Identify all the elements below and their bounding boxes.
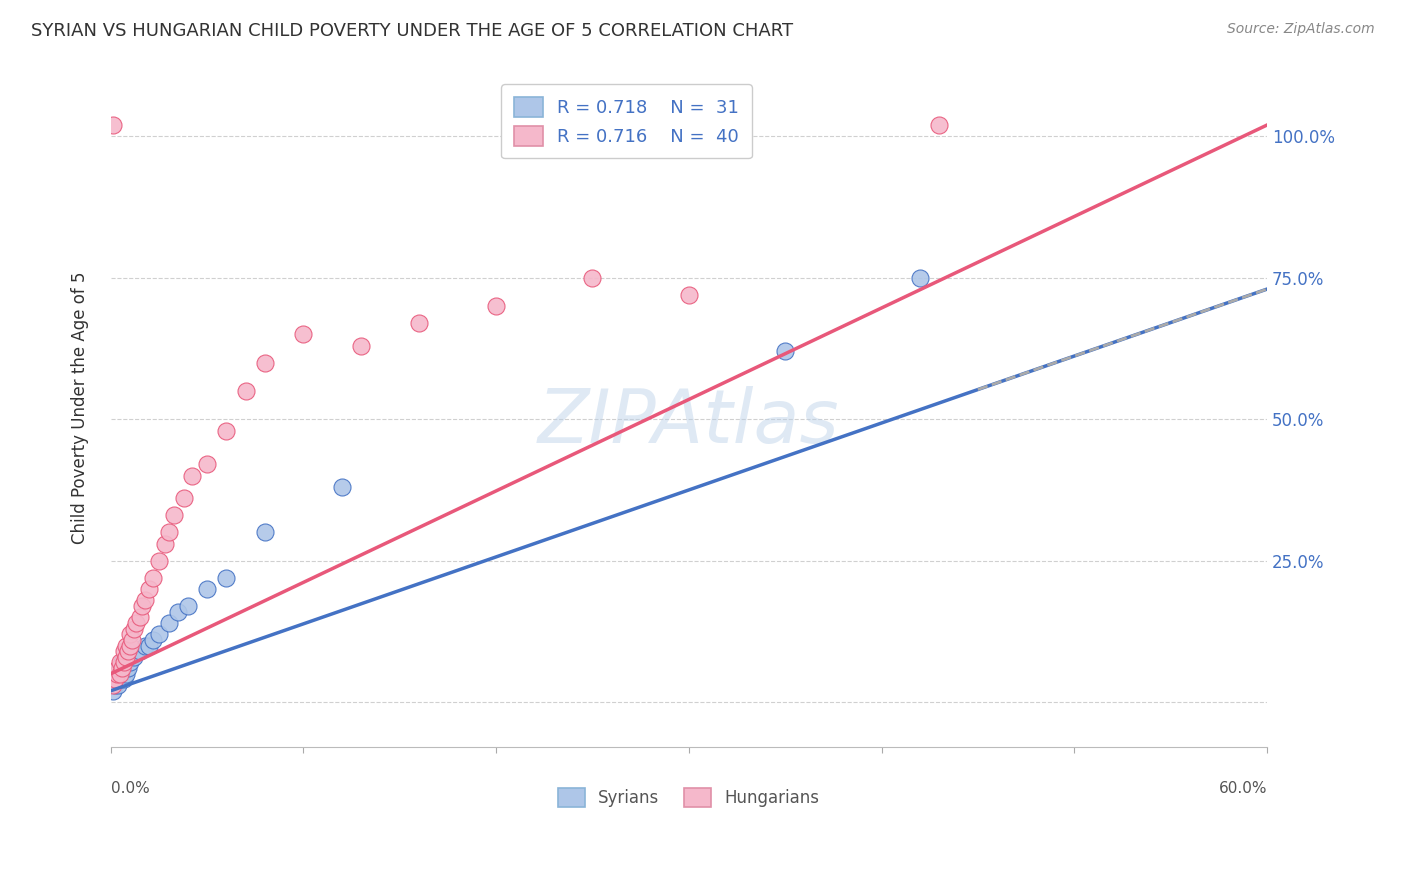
Point bbox=[177, 599, 200, 613]
Point bbox=[138, 639, 160, 653]
Point bbox=[773, 344, 796, 359]
Point bbox=[107, 678, 129, 692]
Point bbox=[122, 649, 145, 664]
Point bbox=[117, 644, 139, 658]
Point bbox=[118, 639, 141, 653]
Text: 60.0%: 60.0% bbox=[1219, 781, 1267, 797]
Point bbox=[112, 644, 135, 658]
Point bbox=[101, 683, 124, 698]
Point bbox=[112, 656, 135, 670]
Point bbox=[104, 673, 127, 687]
Point bbox=[134, 593, 156, 607]
Point bbox=[195, 458, 218, 472]
Point bbox=[157, 525, 180, 540]
Point bbox=[128, 644, 150, 658]
Point bbox=[678, 287, 700, 301]
Point bbox=[142, 571, 165, 585]
Point bbox=[253, 525, 276, 540]
Point bbox=[163, 508, 186, 523]
Point bbox=[138, 582, 160, 596]
Point bbox=[142, 632, 165, 647]
Point bbox=[180, 468, 202, 483]
Point bbox=[292, 327, 315, 342]
Point bbox=[581, 270, 603, 285]
Point bbox=[235, 384, 257, 398]
Point bbox=[101, 118, 124, 132]
Text: 0.0%: 0.0% bbox=[111, 781, 149, 797]
Point bbox=[104, 678, 127, 692]
Point bbox=[115, 639, 138, 653]
Point bbox=[110, 666, 132, 681]
Point bbox=[128, 610, 150, 624]
Point bbox=[115, 649, 138, 664]
Point bbox=[195, 582, 218, 596]
Point bbox=[148, 554, 170, 568]
Point bbox=[122, 622, 145, 636]
Point bbox=[115, 666, 138, 681]
Point bbox=[215, 424, 238, 438]
Y-axis label: Child Poverty Under the Age of 5: Child Poverty Under the Age of 5 bbox=[72, 272, 89, 544]
Point bbox=[330, 480, 353, 494]
Point bbox=[111, 656, 134, 670]
Point bbox=[112, 661, 135, 675]
Point bbox=[105, 666, 128, 681]
Point bbox=[253, 356, 276, 370]
Point bbox=[118, 627, 141, 641]
Point bbox=[153, 537, 176, 551]
Point bbox=[350, 339, 373, 353]
Point bbox=[112, 673, 135, 687]
Point bbox=[408, 316, 430, 330]
Point bbox=[117, 661, 139, 675]
Text: SYRIAN VS HUNGARIAN CHILD POVERTY UNDER THE AGE OF 5 CORRELATION CHART: SYRIAN VS HUNGARIAN CHILD POVERTY UNDER … bbox=[31, 22, 793, 40]
Point bbox=[110, 656, 132, 670]
Point bbox=[908, 270, 931, 285]
Point bbox=[485, 299, 508, 313]
Point bbox=[215, 571, 238, 585]
Point bbox=[148, 627, 170, 641]
Point bbox=[101, 678, 124, 692]
Point bbox=[111, 661, 134, 675]
Point bbox=[117, 649, 139, 664]
Point bbox=[157, 615, 180, 630]
Point bbox=[118, 656, 141, 670]
Legend: Syrians, Hungarians: Syrians, Hungarians bbox=[551, 781, 827, 814]
Point bbox=[928, 118, 950, 132]
Point bbox=[105, 673, 128, 687]
Point bbox=[107, 661, 129, 675]
Point bbox=[105, 666, 128, 681]
Point bbox=[173, 491, 195, 506]
Text: ZIPAtlas: ZIPAtlas bbox=[538, 385, 839, 458]
Point bbox=[125, 615, 148, 630]
Point bbox=[110, 661, 132, 675]
Point bbox=[134, 639, 156, 653]
Point bbox=[131, 599, 153, 613]
Point bbox=[110, 673, 132, 687]
Point bbox=[167, 605, 190, 619]
Point bbox=[121, 632, 143, 647]
Text: Source: ZipAtlas.com: Source: ZipAtlas.com bbox=[1227, 22, 1375, 37]
Point bbox=[111, 666, 134, 681]
Point bbox=[115, 656, 138, 670]
